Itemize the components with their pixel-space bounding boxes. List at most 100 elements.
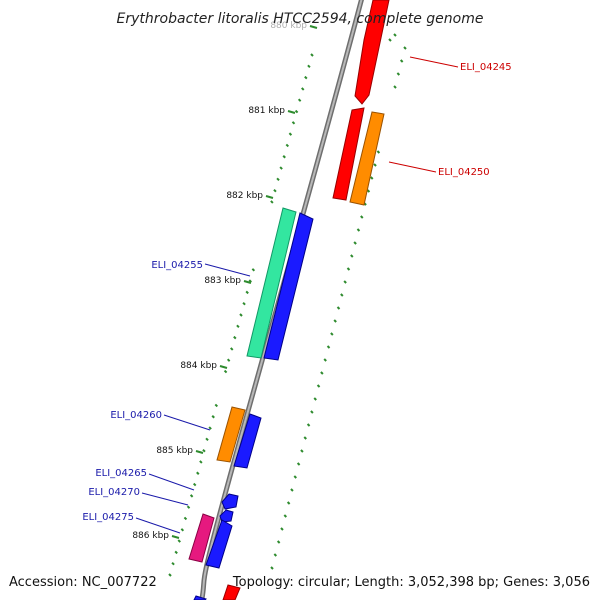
gene-features (188, 0, 390, 600)
feature-dot (205, 437, 209, 442)
gene-label-eli-04270[interactable]: ELI_04270 (88, 487, 140, 498)
leader-eli-04265 (148, 473, 195, 491)
tick-mark (219, 365, 228, 369)
tick-mark (265, 195, 274, 199)
gene-label-eli-04255[interactable]: ELI_04255 (151, 260, 203, 271)
feature-dot (323, 358, 327, 362)
feature-dot (356, 228, 361, 232)
feature-dot (230, 347, 234, 351)
gene-arrow-eli-04255-b[interactable] (263, 212, 314, 361)
feature-dot (236, 324, 240, 329)
feature-dot (189, 494, 194, 498)
feature-dot (180, 528, 185, 532)
feature-dot (211, 415, 215, 419)
feature-dot (373, 163, 377, 167)
gene-label-eli-04265[interactable]: ELI_04265 (95, 468, 147, 479)
feature-dot (306, 423, 311, 427)
gene-arrow-eli-04260-b[interactable] (233, 413, 262, 469)
gene-arrow-eli-04250-a[interactable] (332, 107, 365, 201)
gene-arrow-eli-04275-b[interactable] (205, 519, 233, 569)
leader-eli-04250 (388, 161, 437, 173)
gene-arrow-bottom-blue[interactable] (193, 595, 207, 600)
gene-label-eli-04275[interactable]: ELI_04275 (82, 512, 134, 523)
feature-dot (196, 471, 200, 475)
feature-dot (366, 189, 371, 193)
feature-dot (370, 176, 374, 180)
feature-dot (376, 150, 381, 154)
tick-mark (309, 25, 318, 29)
feature-dot (245, 290, 249, 295)
feature-dot (214, 403, 219, 408)
feature-dot (296, 462, 301, 466)
feature-dot (399, 59, 404, 63)
tick-mark (195, 450, 204, 454)
feature-dot (393, 85, 397, 89)
tick-label: 886 kbp (132, 531, 169, 541)
feature-dot (233, 335, 237, 340)
feature-dot (294, 109, 299, 114)
gene-arrow-eli-04245[interactable] (354, 0, 390, 105)
gene-label-eli-04245[interactable]: ELI_04245 (460, 62, 512, 73)
leader-eli-04245 (409, 56, 459, 68)
feature-dot (168, 573, 172, 577)
gene-arrow-bottom-red[interactable] (222, 584, 241, 600)
feature-dot (326, 345, 331, 349)
tick-label: 882 kbp (226, 191, 263, 201)
feature-dot (300, 449, 304, 453)
leader-eli-04255 (204, 263, 251, 277)
feature-dot-tracks (168, 33, 407, 577)
feature-dot (304, 75, 308, 80)
feature-dot (303, 436, 307, 440)
gene-labels: ELI_04245 ELI_04250 ELI_04255 ELI_04260 … (82, 62, 511, 523)
gene-arrow-eli-04265[interactable] (221, 493, 239, 510)
feature-dot (280, 527, 284, 531)
gene-arrow-eli-04275-a[interactable] (188, 513, 215, 563)
gene-arrow-eli-04255-a[interactable] (246, 207, 297, 359)
tick-label: 883 kbp (204, 276, 241, 286)
gene-label-leaders (135, 56, 459, 534)
feature-dot (313, 397, 317, 401)
feature-dot (343, 280, 347, 284)
backbone (199, 0, 364, 600)
tick-label: 885 kbp (156, 446, 193, 456)
feature-dot (336, 306, 341, 310)
gene-arrow-eli-04270[interactable] (219, 509, 234, 523)
feature-dot (301, 87, 305, 91)
feature-dot (316, 384, 321, 388)
feature-dot (307, 64, 311, 69)
feature-dot (310, 410, 314, 414)
feature-dot (310, 53, 314, 57)
tick-mark (243, 280, 252, 284)
feature-dot (333, 319, 337, 323)
feature-dot (223, 369, 228, 374)
gene-label-eli-04250[interactable]: ELI_04250 (438, 167, 490, 178)
feature-dot (171, 561, 175, 566)
leader-eli-04260 (163, 414, 211, 431)
feature-dot (330, 332, 334, 336)
gene-arrow-eli-04260-a[interactable] (216, 406, 246, 463)
feature-dot (174, 550, 178, 555)
feature-dot (202, 448, 206, 453)
leader-eli-04270 (141, 492, 189, 506)
feature-dot (273, 553, 278, 557)
feature-dot (288, 132, 293, 136)
feature-dot (291, 121, 296, 125)
feature-dot (192, 482, 197, 487)
feature-dot (393, 33, 397, 37)
leader-eli-04275 (135, 517, 181, 534)
feature-dot (273, 188, 277, 193)
tick-label: 881 kbp (248, 106, 285, 116)
feature-dot (286, 501, 291, 505)
gene-label-eli-04260[interactable]: ELI_04260 (110, 410, 162, 421)
feature-dot (346, 267, 351, 271)
feature-dot (283, 514, 288, 518)
feature-dot (177, 539, 181, 543)
gene-arrow-eli-04250-b[interactable] (349, 111, 385, 206)
tick-label: 884 kbp (180, 361, 217, 371)
feature-dot (199, 460, 203, 464)
feature-dot (282, 155, 286, 159)
feature-dot (285, 143, 290, 148)
feature-dot (396, 72, 401, 76)
feature-dot (239, 313, 243, 317)
